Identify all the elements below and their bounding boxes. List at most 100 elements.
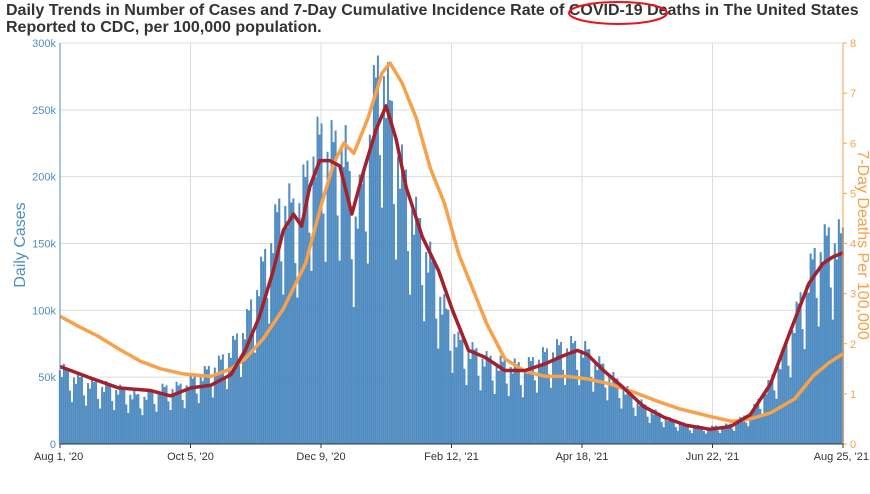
daily-case-bar (505, 383, 508, 445)
daily-case-bar (789, 377, 792, 445)
daily-case-bar (173, 393, 176, 445)
daily-case-bar (119, 384, 122, 445)
daily-case-bar (618, 398, 621, 445)
x-tick-label: Dec 9, '20 (296, 451, 345, 463)
y-tick-label: 0 (50, 439, 56, 451)
daily-case-bar (97, 399, 100, 445)
daily-case-bar (614, 378, 617, 445)
daily-case-bar (413, 234, 416, 445)
daily-case-bar (308, 232, 311, 445)
daily-case-bar (475, 348, 478, 445)
daily-case-bar (455, 347, 458, 445)
daily-case-bar (610, 383, 613, 445)
daily-case-bar (153, 404, 156, 445)
daily-case-bar (519, 385, 522, 445)
daily-case-bar (411, 209, 414, 445)
daily-case-bar (688, 430, 691, 445)
daily-case-bar (246, 309, 248, 445)
daily-case-bar (703, 431, 705, 445)
daily-case-bar (747, 426, 750, 445)
daily-case-bar (129, 394, 132, 445)
daily-case-bar (419, 218, 422, 445)
daily-case-bar (139, 408, 142, 445)
daily-case-bar (666, 421, 669, 445)
daily-case-bar (236, 333, 238, 445)
daily-case-bar (797, 303, 800, 445)
daily-case-bar (839, 233, 842, 445)
daily-case-bar (72, 377, 75, 445)
daily-case-bar (232, 335, 234, 445)
daily-case-bar (550, 387, 552, 445)
daily-case-bar (77, 372, 79, 445)
daily-case-bar (636, 400, 639, 445)
daily-case-bar (628, 391, 631, 445)
annotation-ellipse (568, 1, 668, 25)
daily-case-bar (310, 270, 313, 445)
daily-case-bar (60, 377, 63, 445)
daily-case-bar (459, 340, 462, 445)
daily-case-bar (626, 386, 629, 445)
daily-case-bar (463, 368, 466, 445)
daily-case-bar (835, 259, 838, 445)
daily-case-bar (340, 145, 343, 445)
daily-case-bar (137, 394, 140, 445)
daily-case-bar (62, 363, 65, 445)
daily-case-bar (664, 418, 667, 445)
daily-case-bar (594, 361, 597, 445)
daily-case-bar (370, 142, 373, 445)
daily-case-bar (586, 349, 589, 445)
daily-case-bar (328, 176, 331, 445)
daily-case-bar (745, 422, 748, 445)
daily-case-bar (795, 301, 798, 445)
daily-case-bar (312, 156, 315, 445)
daily-case-bar (572, 343, 575, 445)
daily-case-bar (501, 361, 504, 445)
daily-case-bar (320, 123, 323, 445)
daily-case-bar (197, 403, 200, 445)
daily-case-bar (785, 342, 788, 445)
daily-case-bar (99, 408, 102, 445)
daily-case-bar (521, 397, 524, 445)
daily-case-bar (189, 375, 192, 445)
daily-case-bar (775, 398, 778, 445)
daily-case-bar (690, 433, 693, 445)
daily-case-bar (566, 348, 569, 445)
daily-case-bar (95, 381, 98, 445)
daily-case-bar (705, 433, 707, 445)
x-tick-label: Apr 18, '21 (556, 451, 609, 463)
daily-case-bar (421, 285, 424, 445)
daily-case-bar (652, 414, 655, 445)
daily-case-bar (101, 387, 104, 445)
daily-case-bar (113, 410, 116, 445)
daily-case-bar (684, 424, 687, 445)
daily-case-bar (393, 204, 395, 445)
daily-cases-bars (58, 55, 844, 445)
daily-case-bar (622, 388, 625, 445)
daily-case-bar (600, 363, 603, 445)
daily-case-bar (133, 390, 136, 445)
daily-case-bar (332, 142, 335, 445)
daily-case-bar (624, 394, 627, 445)
daily-case-bar (787, 365, 790, 445)
daily-case-bar (354, 216, 357, 445)
daily-case-bar (723, 427, 726, 445)
daily-case-bar (83, 395, 85, 445)
daily-case-bar (773, 390, 776, 445)
y2-tick-label: 4 (850, 239, 856, 251)
daily-case-bar (405, 169, 408, 445)
daily-case-bar (793, 333, 796, 445)
daily-case-bar (121, 389, 124, 445)
daily-case-bar (278, 198, 281, 445)
daily-case-bar (503, 360, 506, 445)
daily-case-bar (672, 420, 675, 445)
daily-case-bar (376, 55, 379, 445)
y2-tick-label: 3 (850, 289, 856, 301)
daily-case-bar (445, 308, 448, 445)
daily-case-bar (423, 321, 426, 445)
daily-case-bar (145, 399, 148, 445)
daily-case-bar (234, 339, 236, 445)
x-tick-label: Aug 25, '21 (814, 451, 869, 463)
daily-case-bar (807, 292, 810, 445)
daily-case-bar (584, 341, 587, 445)
daily-case-bar (211, 397, 214, 445)
